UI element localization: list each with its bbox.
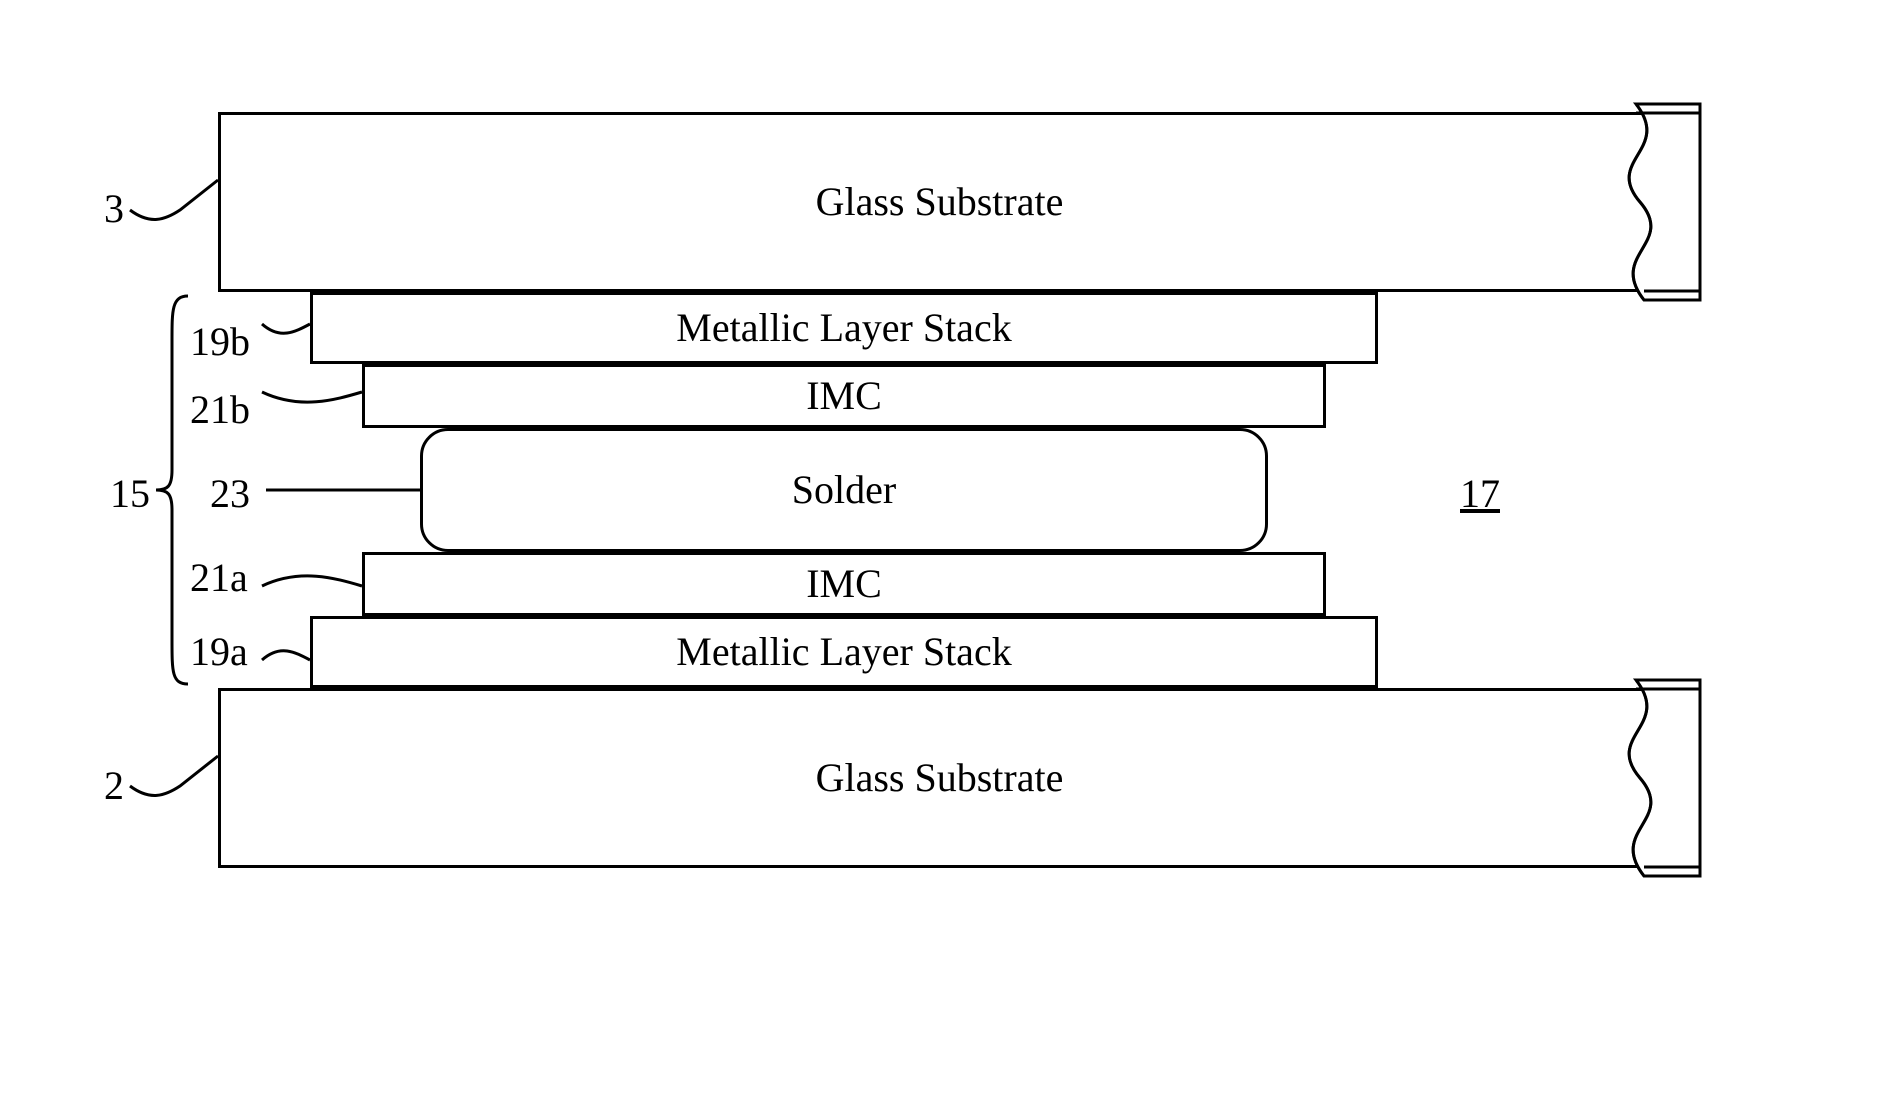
layer-top-glass-substrate: Glass Substrate [218,112,1658,292]
ref-label-19b: 19b [190,318,250,365]
curly-brace-15 [156,296,188,684]
layer-metallic-stack-top: Metallic Layer Stack [310,292,1378,364]
ref-label-23: 23 [210,470,250,517]
layer-label: Glass Substrate [816,758,1064,798]
layer-imc-bottom: IMC [362,552,1326,616]
layer-imc-top: IMC [362,364,1326,428]
leader-3 [130,180,218,219]
layer-metallic-stack-bottom: Metallic Layer Stack [310,616,1378,688]
ref-label-15: 15 [110,470,150,517]
ref-label-21a: 21a [190,554,248,601]
layer-label: Solder [792,470,896,510]
ref-label-21b: 21b [190,386,250,433]
layer-label: IMC [806,376,882,416]
ref-label-3: 3 [104,185,124,232]
leader-19b [262,324,310,333]
leader-21a [262,576,362,586]
ref-label-19a: 19a [190,628,248,675]
layer-solder: Solder [420,428,1268,552]
ref-label-2: 2 [104,762,124,809]
layer-bottom-glass-substrate: Glass Substrate [218,688,1658,868]
leader-2 [130,756,218,795]
layer-label: Glass Substrate [816,182,1064,222]
layer-label: IMC [806,564,882,604]
layer-label: Metallic Layer Stack [676,632,1011,672]
ref-label-17: 17 [1460,470,1500,517]
leader-19a [262,651,310,660]
layer-label: Metallic Layer Stack [676,308,1011,348]
leader-21b [262,392,362,402]
